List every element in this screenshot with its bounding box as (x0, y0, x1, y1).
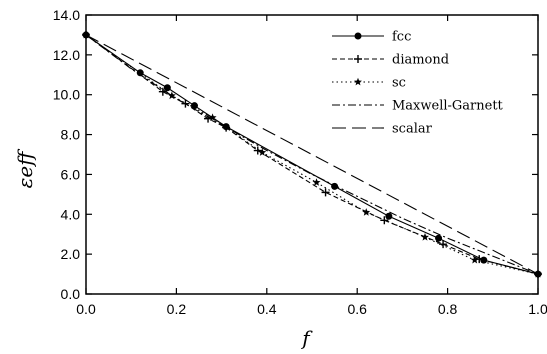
y-tick-label-4: 8.0 (61, 127, 81, 143)
legend-label-2: sc (392, 76, 406, 91)
legend-label-0: fcc (392, 30, 411, 45)
data-point-0-6 (385, 212, 393, 220)
data-point-1-4 (222, 123, 231, 132)
y-tick-label-2: 4.0 (61, 206, 81, 222)
legend-marker-0 (354, 32, 362, 40)
data-point-1-2 (181, 99, 190, 108)
ticks-layer: 0.0 0.2 0.4 0.6 0.8 1.0 0.0 2.0 4.0 6.0 8.0 10.0 12.… (53, 7, 547, 317)
plot-frame (85, 14, 539, 295)
y-tick-label-6: 12.0 (53, 47, 80, 63)
legend-marker-1 (354, 55, 362, 63)
legend-label-4: scalar (392, 122, 433, 137)
data-point-0-7 (435, 234, 443, 242)
series-layer (82, 30, 542, 279)
y-tick-label-7: 14.0 (53, 7, 80, 23)
data-point-1-8 (439, 240, 448, 249)
data-point-2-2 (208, 113, 217, 122)
series-line-2 (85, 34, 539, 275)
series-line-1 (85, 34, 539, 275)
legend: fcc diamond sc Maxwell-Garnett scalar (332, 30, 504, 137)
y-tick-label-5: 10.0 (53, 87, 80, 103)
y-tick-label-3: 6.0 (61, 166, 81, 182)
x-tick-label-2: 0.4 (257, 301, 277, 317)
series-line-3 (85, 34, 539, 275)
data-point-2-3 (258, 148, 267, 156)
x-tick-label-0: 0.0 (76, 301, 96, 317)
x-tick-label-4: 0.8 (438, 301, 458, 317)
legend-label-1: diamond (392, 53, 449, 68)
y-tick-label-1: 2.0 (61, 246, 81, 262)
y-tick-label-0: 0.0 (61, 286, 81, 302)
data-point-2-4 (312, 178, 321, 186)
y-axis-label: εeff (13, 148, 37, 189)
data-point-2-1 (167, 91, 176, 100)
x-tick-label-3: 0.6 (347, 301, 367, 317)
x-tick-label-1: 0.2 (167, 301, 187, 317)
data-point-1-5 (253, 146, 262, 155)
x-tick-label-5: 1.0 (528, 301, 547, 317)
data-point-2-5 (362, 208, 371, 216)
data-point-0-2 (163, 84, 171, 92)
data-point-0-3 (190, 102, 198, 110)
legend-marker-2 (354, 77, 362, 86)
data-point-2-0 (82, 30, 90, 39)
series-line-4 (85, 34, 539, 275)
x-axis-label: f (300, 326, 313, 350)
data-point-2-6 (421, 233, 429, 241)
series-line-0 (85, 34, 539, 275)
data-point-2-7 (470, 255, 479, 264)
data-point-1-6 (321, 188, 330, 197)
legend-label-3: Maxwell-Garnett (392, 99, 504, 114)
